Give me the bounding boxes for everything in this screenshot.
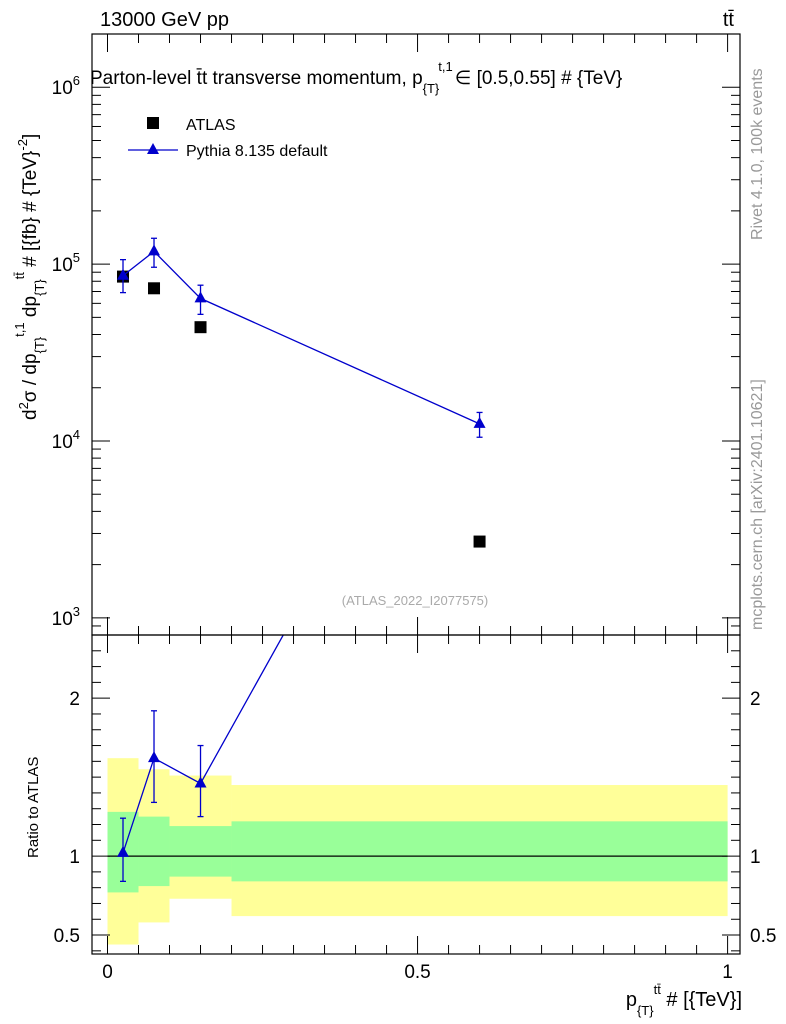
ratio-data-point [194, 776, 207, 788]
ratio-uncertainty-bands [107, 758, 728, 945]
band-green-bin [231, 821, 728, 882]
legend: ATLAS Pythia 8.135 default [128, 117, 328, 160]
atlas-data-point [473, 535, 486, 548]
atlas-data-point [148, 282, 161, 295]
legend-atlas-marker [147, 117, 159, 129]
ratio-y-tick-label-right: 0.5 [750, 926, 776, 947]
chart-title: Parton-level t̄t transverse momentum, p{… [90, 59, 622, 96]
main-y-tick-label: 106 [52, 73, 80, 99]
legend-atlas-label: ATLAS [186, 117, 236, 134]
main-y-axis-label: d2σ / dp{T}t,1 dp{T}tt̄ # [{fb} # {TeV}-… [12, 134, 47, 420]
ratio-y-tick-label: 0.5 [54, 926, 80, 947]
ratio-y-tick-label: 1 [69, 847, 80, 868]
ratio-y-tick-label-right: 2 [750, 689, 761, 710]
main-panel-data [117, 237, 486, 548]
pythia-data-point [117, 268, 130, 280]
mcplots-label: mcplots.cern.ch [arXiv:2401.10621] [749, 379, 766, 630]
atlas-data-point [194, 321, 207, 334]
x-axis-label: p{T}tt̄ # [{TeV}] [626, 982, 742, 1018]
chart-title-sub: {T} [423, 81, 440, 96]
pythia-data-point [148, 244, 161, 256]
pythia-data-point [473, 416, 486, 428]
analysis-watermark: (ATLAS_2022_I2077575) [342, 593, 488, 608]
legend-pythia-marker [147, 143, 159, 154]
pythia-data-point [194, 291, 207, 303]
chart-title-sup: t,1 [438, 59, 452, 74]
rivet-version-label: Rivet 4.1.0, 100k events [749, 68, 766, 240]
energy-label: 13000 GeV pp [100, 9, 229, 31]
ratio-data-point [117, 845, 130, 857]
ratio-panel-data [107, 276, 728, 883]
legend-pythia-label: Pythia 8.135 default [186, 143, 328, 160]
main-y-tick-label: 103 [52, 604, 80, 630]
x-tick-label: 0.5 [404, 962, 430, 983]
x-tick-label: 0 [102, 962, 113, 983]
band-green-bin [138, 816, 170, 887]
ratio-y-tick-label: 2 [69, 689, 80, 710]
x-tick-label: 1 [722, 962, 733, 983]
main-y-tick-label: 105 [52, 250, 80, 276]
axis-tick-labels: 103 104 105 106 0 0.5 1 0.5 0.5 1 1 2 2 [52, 73, 777, 983]
axis-ticks [92, 33, 740, 954]
ratio-pythia-line [122, 635, 285, 854]
ratio-panel-frame [91, 634, 741, 955]
process-label: tt̄ [723, 9, 735, 31]
band-green-bin [169, 826, 232, 877]
chart-title-tail: ∈ [0.5,0.55] # {TeV} [455, 68, 623, 89]
main-y-tick-label: 104 [52, 427, 80, 453]
ratio-data-point [148, 751, 161, 763]
pythia-line [122, 250, 480, 425]
ratio-data-point [474, 276, 486, 287]
ratio-y-axis-label: Ratio to ATLAS [25, 757, 42, 858]
ratio-y-tick-label-right: 1 [750, 847, 761, 868]
chart-title-main: Parton-level t̄t transverse momentum, p [90, 68, 423, 89]
